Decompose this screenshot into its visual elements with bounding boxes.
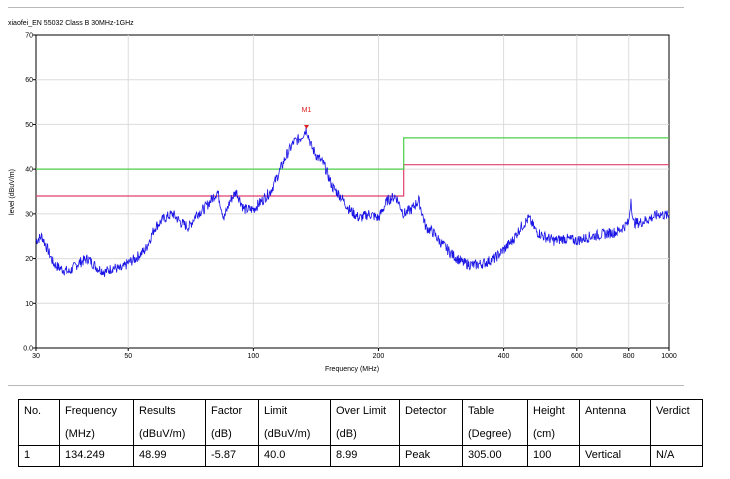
x-axis-label: Frequency (MHz) (325, 366, 379, 373)
x-tick-label: 400 (498, 353, 510, 360)
y-tick-label: 70 (25, 33, 33, 40)
y-axis-label: level (dBuV/m) (9, 169, 16, 215)
header-cell: Table (462, 399, 528, 425)
header-cell: Verdict (650, 399, 703, 425)
header-cell: Limit (258, 399, 331, 425)
x-tick-label: 100 (247, 353, 259, 360)
limit-lines (36, 137, 669, 197)
results-table: No. Frequency Results Factor Limit Over … (18, 399, 703, 467)
results-table-wrapper: No. Frequency Results Factor Limit Over … (18, 399, 703, 467)
markers: M1 (302, 107, 312, 129)
marker-label: M1 (302, 107, 312, 114)
unit-cell: (dB) (205, 425, 259, 446)
cell-antenna: Vertical (579, 445, 651, 467)
measurement-trace (35, 127, 670, 278)
y-tick-label: 10 (25, 301, 33, 308)
unit-cell (399, 425, 463, 446)
unit-cell (18, 425, 60, 446)
cell-detector: Peak (399, 445, 463, 467)
unit-cell: (Degree) (462, 425, 528, 446)
cell-no: 1 (18, 445, 60, 467)
y-tick-label: 60 (25, 77, 33, 84)
x-tick-label: 600 (571, 353, 583, 360)
header-cell: Antenna (579, 399, 651, 425)
top-divider (8, 7, 684, 8)
y-axis: 0.0 10 20 30 40 50 60 70 (23, 33, 36, 353)
x-axis: 30 50 100 200 400 600 800 1000 (32, 348, 677, 360)
header-cell: Over Limit (330, 399, 400, 425)
y-tick-label: 30 (25, 211, 33, 218)
unit-cell: (dBuV/m) (258, 425, 331, 446)
cell-limit: 40.0 (258, 445, 331, 467)
cell-table-degree: 305.00 (462, 445, 528, 467)
bottom-divider (8, 385, 684, 386)
unit-cell: (MHz) (59, 425, 134, 446)
y-tick-label: 20 (25, 256, 33, 263)
unit-cell: (dBuV/m) (133, 425, 206, 446)
y-tick-label: 0.0 (23, 346, 33, 353)
cell-results: 48.99 (133, 445, 206, 467)
emission-chart: xiaofei_EN 55032 Class B 30MHz-1GHz 0.0 1… (8, 20, 677, 373)
y-tick-label: 40 (25, 167, 33, 174)
marker-point (304, 124, 310, 129)
x-tick-label: 800 (623, 353, 635, 360)
header-cell: Results (133, 399, 206, 425)
table-units-row: (MHz) (dBuV/m) (dB) (dBuV/m) (dB) (Degre… (18, 425, 703, 446)
x-tick-label: 30 (32, 353, 40, 360)
grid (36, 35, 669, 348)
cell-frequency: 134.249 (59, 445, 134, 467)
unit-cell: (dB) (330, 425, 400, 446)
table-row: 1 134.249 48.99 -5.87 40.0 8.99 Peak 305… (18, 445, 703, 467)
unit-cell (650, 425, 703, 446)
y-tick-label: 50 (25, 122, 33, 129)
x-tick-label: 200 (373, 353, 385, 360)
cell-height: 100 (527, 445, 580, 467)
chart-title: xiaofei_EN 55032 Class B 30MHz-1GHz (8, 20, 134, 27)
header-cell: Detector (399, 399, 463, 425)
header-cell: Height (527, 399, 580, 425)
cell-over-limit: 8.99 (330, 445, 400, 467)
unit-cell: (cm) (527, 425, 580, 446)
header-cell: Factor (205, 399, 259, 425)
trace-line (35, 127, 670, 278)
limit-line (36, 137, 669, 170)
cell-factor: -5.87 (205, 445, 259, 467)
limit-line (36, 164, 669, 197)
x-tick-label: 1000 (661, 353, 677, 360)
plot-area (35, 34, 670, 349)
header-cell: No. (18, 399, 60, 425)
x-tick-label: 50 (124, 353, 132, 360)
table-header-row: No. Frequency Results Factor Limit Over … (18, 399, 703, 425)
header-cell: Frequency (59, 399, 134, 425)
unit-cell (579, 425, 651, 446)
cell-verdict: N/A (650, 445, 703, 467)
